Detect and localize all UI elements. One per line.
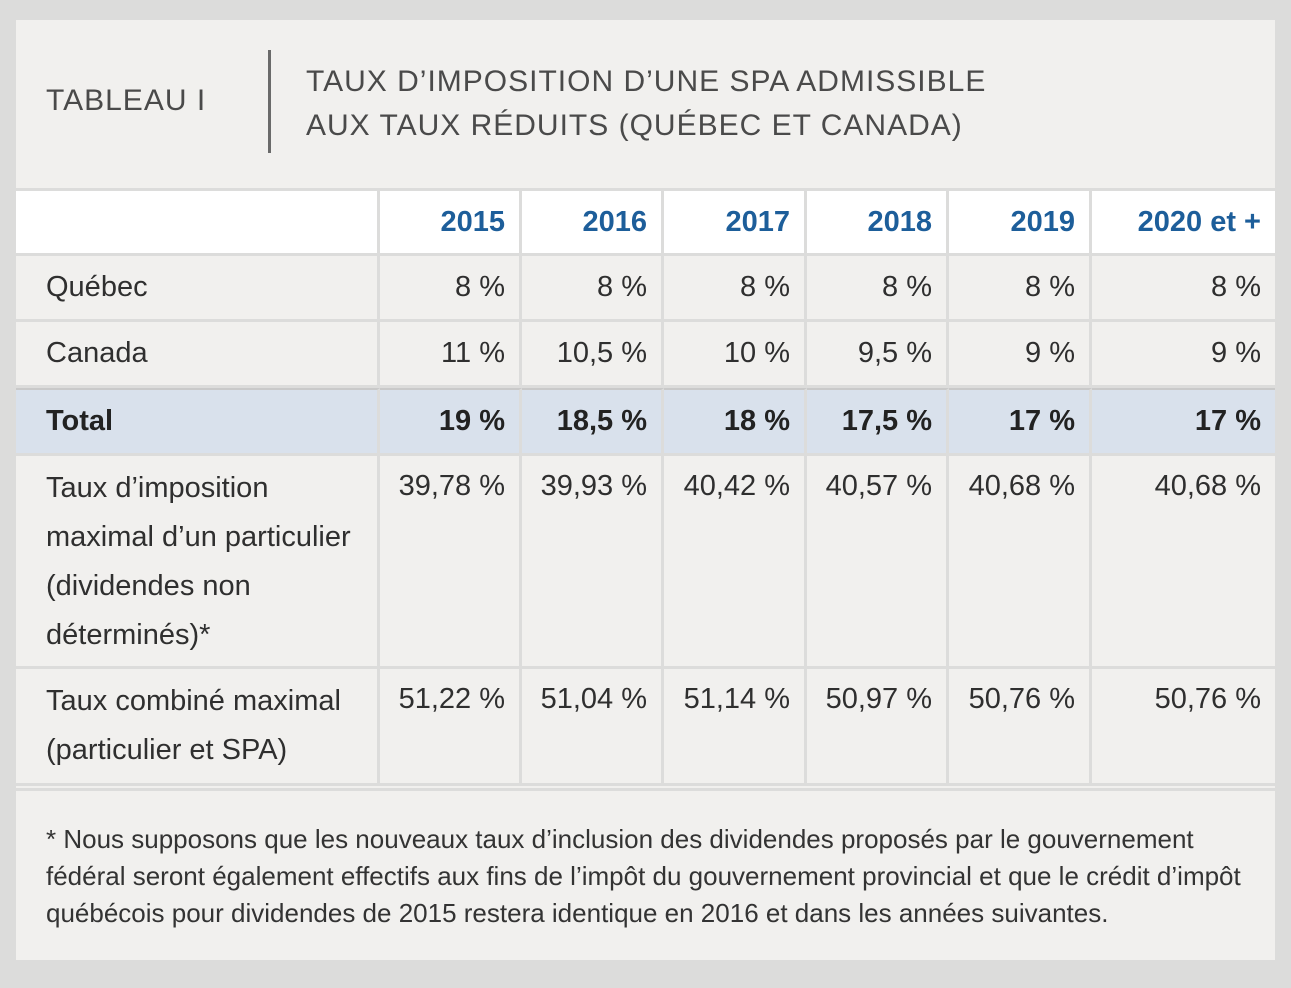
table-cell: 10 % xyxy=(664,322,807,388)
footnote-text: * Nous supposons que les nouveaux taux d… xyxy=(46,824,1241,928)
table-cell: 9 % xyxy=(949,322,1092,388)
row-label: Québec xyxy=(16,256,380,322)
table-cell: 8 % xyxy=(664,256,807,322)
header-divider xyxy=(268,50,271,153)
table-cell: 17,5 % xyxy=(807,388,949,456)
table-row-canada: Canada 11 % 10,5 % 10 % 9,5 % 9 % 9 % xyxy=(16,322,1275,388)
table-cell: 51,22 % xyxy=(380,669,522,786)
year-header: 2017 xyxy=(664,188,807,256)
table-cell: 51,04 % xyxy=(522,669,664,786)
tax-rate-table: 2015 2016 2017 2018 2019 2020 et + Québe… xyxy=(16,188,1275,786)
table-cell: 50,76 % xyxy=(949,669,1092,786)
table-row-total: Total 19 % 18,5 % 18 % 17,5 % 17 % 17 % xyxy=(16,388,1275,456)
table-cell: 8 % xyxy=(1092,256,1275,322)
table-cell: 8 % xyxy=(522,256,664,322)
row-label: Total xyxy=(16,388,380,456)
row-label: Taux d’imposition maximal d’un particuli… xyxy=(16,456,380,669)
table-cell: 39,78 % xyxy=(380,456,522,669)
table-cell: 9,5 % xyxy=(807,322,949,388)
table-cell: 11 % xyxy=(380,322,522,388)
table-title-line1: TAUX D’IMPOSITION D’UNE SPA ADMISSIBLE xyxy=(306,65,987,98)
table-cell: 17 % xyxy=(949,388,1092,456)
table-cell: 40,42 % xyxy=(664,456,807,669)
table-cell: 40,68 % xyxy=(949,456,1092,669)
table-cell: 39,93 % xyxy=(522,456,664,669)
table-cell: 8 % xyxy=(380,256,522,322)
table-cell: 19 % xyxy=(380,388,522,456)
table-row-quebec: Québec 8 % 8 % 8 % 8 % 8 % 8 % xyxy=(16,256,1275,322)
table-cell: 50,97 % xyxy=(807,669,949,786)
table-cell: 18,5 % xyxy=(522,388,664,456)
table-title: TAUX D’IMPOSITION D’UNE SPA ADMISSIBLE A… xyxy=(306,60,986,148)
year-header: 2019 xyxy=(949,188,1092,256)
table-cell: 8 % xyxy=(807,256,949,322)
table-panel: TABLEAU I TAUX D’IMPOSITION D’UNE SPA AD… xyxy=(16,20,1275,960)
header-empty-cell xyxy=(16,188,380,256)
table-cell: 9 % xyxy=(1092,322,1275,388)
table-cell: 17 % xyxy=(1092,388,1275,456)
year-header: 2016 xyxy=(522,188,664,256)
row-label: Taux combiné maximal (particulier et SPA… xyxy=(16,669,380,786)
table-header-row: 2015 2016 2017 2018 2019 2020 et + xyxy=(16,188,1275,256)
table-cell: 8 % xyxy=(949,256,1092,322)
table-number-label: TABLEAU I xyxy=(46,84,207,117)
row-label: Canada xyxy=(16,322,380,388)
table-header: TABLEAU I TAUX D’IMPOSITION D’UNE SPA AD… xyxy=(16,20,1275,188)
table-row-combined-rate: Taux combiné maximal (particulier et SPA… xyxy=(16,669,1275,786)
year-header: 2015 xyxy=(380,188,522,256)
footnote-section: * Nous supposons que les nouveaux taux d… xyxy=(16,788,1275,963)
table-cell: 18 % xyxy=(664,388,807,456)
table-row-individual-rate: Taux d’imposition maximal d’un particuli… xyxy=(16,456,1275,669)
table-title-line2: AUX TAUX RÉDUITS (QUÉBEC ET CANADA) xyxy=(306,109,963,142)
table-cell: 40,68 % xyxy=(1092,456,1275,669)
table-cell: 10,5 % xyxy=(522,322,664,388)
year-header: 2018 xyxy=(807,188,949,256)
table-cell: 51,14 % xyxy=(664,669,807,786)
table-cell: 50,76 % xyxy=(1092,669,1275,786)
year-header: 2020 et + xyxy=(1092,188,1275,256)
table-cell: 40,57 % xyxy=(807,456,949,669)
